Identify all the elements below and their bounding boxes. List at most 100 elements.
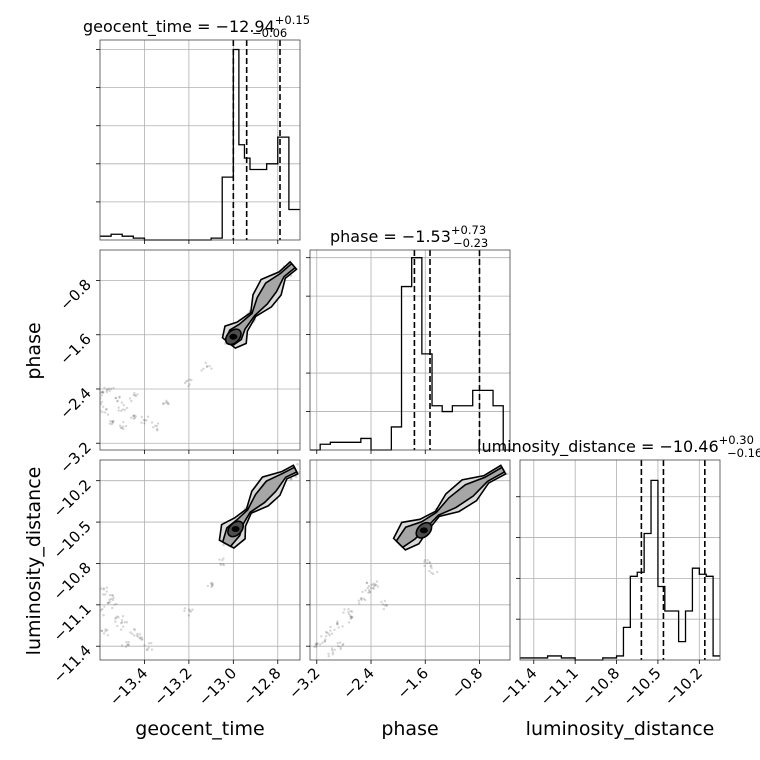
- phase-vs-luminosity-distance-tail-point: [425, 561, 429, 565]
- phase-vs-luminosity-distance-xtick-label: −3.2: [285, 664, 323, 702]
- phase-vs-luminosity-distance-tail-point: [327, 652, 330, 655]
- geocent-time-title-main: geocent_time = −12.94: [83, 17, 275, 37]
- geocent-time-vs-phase-tail-point: [122, 403, 125, 407]
- phase-vs-luminosity-distance-tail-point: [369, 590, 372, 594]
- geocent-time-vs-luminosity-distance-xtick-label: −13.2: [150, 664, 195, 709]
- y-axis-label-phase: phase: [23, 322, 45, 379]
- geocent-time-title-sub: −0.06: [252, 26, 287, 40]
- geocent-time-vs-phase-tail-point: [154, 424, 157, 427]
- geocent-time-vs-phase-tail-point: [142, 418, 145, 422]
- phase-vs-luminosity-distance-contour-core: [415, 521, 433, 539]
- geocent-time-vs-phase-tail-point: [101, 410, 104, 414]
- geocent-time-vs-phase-tail-point: [109, 419, 112, 423]
- phase-vs-luminosity-distance-tail-point: [361, 590, 364, 594]
- geocent-time-vs-luminosity-distance-tail-point: [114, 617, 117, 620]
- geocent-time-title-sup: +0.15: [275, 13, 310, 27]
- geocent-time-vs-phase-tail-point: [101, 391, 104, 394]
- phase-vs-luminosity-distance-tail-point: [430, 571, 433, 574]
- geocent-time-vs-luminosity-distance-frame: [99, 459, 301, 661]
- geocent-time-vs-phase-tail-point: [111, 420, 114, 423]
- phase-title: phase = −1.53+0.73 −0.23: [330, 223, 488, 250]
- phase-vs-luminosity-distance-tail-point: [316, 642, 319, 645]
- geocent-time-vs-luminosity-distance-tail-point: [116, 615, 119, 618]
- geocent-time-vs-luminosity-distance-tail-point: [100, 629, 104, 633]
- phase-vs-luminosity-distance-contour-mid: [395, 466, 506, 549]
- phase-vs-luminosity-distance-tail-point: [364, 589, 367, 592]
- geocent-time-vs-luminosity-distance-tail-point: [140, 636, 144, 639]
- phase-vs-luminosity-distance-tail-point: [365, 581, 369, 585]
- geocent-time-vs-luminosity-distance-tail-point: [221, 558, 224, 562]
- phase-vs-luminosity-distance-tail-point: [428, 561, 431, 565]
- phase-vs-luminosity-distance-xtick-label: −2.4: [339, 664, 377, 702]
- phase-vs-luminosity-distance-tail-point: [327, 654, 330, 658]
- geocent-time-vs-luminosity-distance-tail-point: [119, 621, 123, 625]
- phase-vs-luminosity-distance-tail-point: [347, 607, 350, 611]
- geocent-time-vs-luminosity-distance-tail-point: [117, 616, 120, 619]
- geocent-time-vs-phase-tail-point: [109, 387, 113, 391]
- geocent-time-vs-luminosity-distance-tail-point: [120, 621, 124, 624]
- geocent-time-vs-luminosity-distance-ytick-label: −11.4: [50, 641, 95, 686]
- geocent-time-vs-phase-tail-point: [167, 402, 170, 406]
- geocent-time-vs-phase-tail-point: [116, 399, 120, 402]
- geocent-time-vs-phase-tail-point: [97, 401, 99, 403]
- geocent-time-vs-phase-tail-point: [103, 411, 107, 414]
- geocent-time-vs-luminosity-distance-tail-point: [206, 584, 210, 588]
- phase-vs-luminosity-distance-tail-point: [423, 560, 426, 564]
- geocent-time-vs-luminosity-distance-xtick-label: −13.0: [195, 664, 240, 709]
- geocent-time-vs-phase-tail-point: [103, 386, 106, 390]
- geocent-time-vs-luminosity-distance-tail-point: [120, 644, 124, 647]
- phase-vs-luminosity-distance-tail-point: [336, 620, 339, 623]
- phase-vs-luminosity-distance-tail-point: [373, 584, 376, 588]
- geocent-time-vs-phase-tail-point: [188, 383, 191, 386]
- geocent-time-vs-luminosity-distance-tail-point: [136, 632, 139, 636]
- geocent-time-vs-phase-ytick-label: −0.8: [56, 276, 94, 314]
- phase-vs-luminosity-distance-tail-point: [347, 610, 350, 614]
- phase-vs-luminosity-distance-tail-point: [375, 580, 379, 583]
- geocent-time-vs-phase-tail-point: [155, 424, 158, 428]
- geocent-time-vs-phase-tail-point: [128, 397, 132, 400]
- geocent-time-vs-luminosity-distance-tail-point: [111, 598, 115, 602]
- phase-vs-luminosity-distance-tail-point: [333, 628, 336, 631]
- geocent-time-vs-phase-tail-point: [114, 396, 117, 400]
- geocent-time-vs-luminosity-distance-tail-point: [103, 605, 106, 608]
- phase-vs-luminosity-distance-tail-point: [331, 651, 335, 654]
- phase-vs-luminosity-distance-tail-point: [423, 564, 426, 568]
- geocent-time-vs-luminosity-distance-tail-point: [133, 627, 136, 631]
- phase-vs-luminosity-distance-tail-point: [429, 565, 432, 568]
- geocent-time-vs-luminosity-distance-tail-point: [138, 633, 142, 636]
- geocent-time-vs-phase-tail-point: [111, 420, 114, 424]
- geocent-time-vs-phase-tail-point: [151, 426, 155, 429]
- phase-vs-luminosity-distance-tail-point: [383, 604, 387, 607]
- phase-vs-luminosity-distance-tail-point: [360, 597, 363, 600]
- geocent-time-vs-phase-tail-point: [130, 399, 133, 403]
- geocent-time-vs-phase-tail-point: [123, 408, 127, 411]
- geocent-time-vs-phase-tail-point: [120, 401, 124, 404]
- phase-vs-luminosity-distance-tail-point: [336, 622, 339, 625]
- geocent-time-vs-phase-tail-point: [108, 389, 111, 393]
- luminosity-distance-hist-step: [520, 479, 720, 661]
- geocent-time-vs-luminosity-distance-tail-point: [120, 619, 124, 622]
- geocent-time-vs-luminosity-distance-tail-point: [111, 594, 115, 597]
- geocent-time-vs-luminosity-distance-tail-point: [188, 609, 191, 613]
- geocent-time-vs-phase-tail-point: [166, 401, 169, 404]
- phase-vs-luminosity-distance-tail-point: [374, 583, 378, 587]
- phase-vs-luminosity-distance-tail-point: [430, 566, 433, 570]
- phase-vs-luminosity-distance-tail-point: [339, 646, 342, 649]
- geocent-time-vs-luminosity-distance-tail-point: [102, 587, 105, 590]
- geocent-time-vs-phase-tail-point: [97, 400, 99, 402]
- geocent-time-vs-phase-tail-point: [204, 361, 207, 365]
- geocent-time-vs-phase-tail-point: [156, 422, 160, 425]
- geocent-time-vs-luminosity-distance-tail-point: [104, 628, 107, 631]
- geocent-time-vs-luminosity-distance-tail-point: [222, 563, 226, 567]
- geocent-time-vs-luminosity-distance-tail-point: [187, 608, 191, 611]
- geocent-time-vs-phase-tail-point: [112, 419, 115, 423]
- geocent-time-vs-luminosity-distance-tail-point: [116, 624, 119, 628]
- geocent-time-vs-phase-tail-point: [134, 415, 137, 418]
- phase-vs-luminosity-distance-tail-point: [382, 607, 386, 611]
- geocent-time-vs-luminosity-distance-tail-point: [102, 614, 105, 617]
- geocent-time-vs-phase-tail-point: [162, 402, 165, 405]
- phase-vs-luminosity-distance-contour-fill-mid: [396, 467, 505, 548]
- luminosity-distance-hist-xtick-label: −10.8: [578, 664, 623, 709]
- geocent-time-vs-luminosity-distance-tail-point: [143, 644, 146, 647]
